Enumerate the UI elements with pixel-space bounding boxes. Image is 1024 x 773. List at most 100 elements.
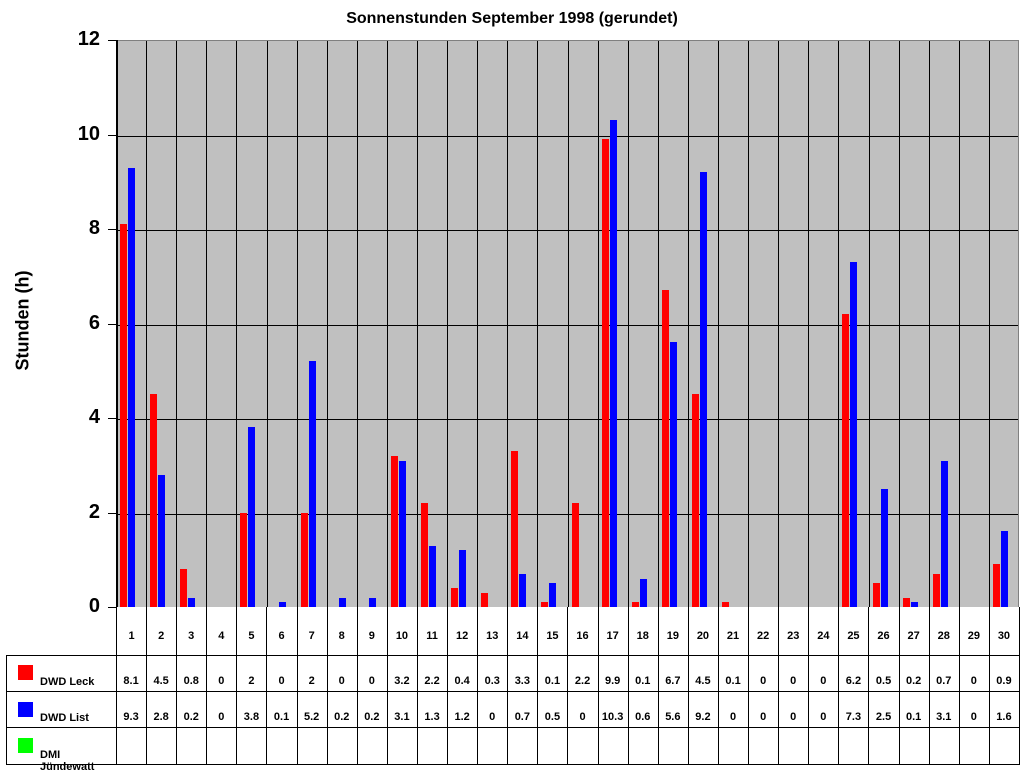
table-value-cell: 0.4 (447, 655, 479, 692)
table-value-cell: 2 (236, 655, 268, 692)
gridline-vertical (898, 41, 900, 607)
table-value-cell: 10.3 (597, 692, 629, 728)
bar-dwd-leck-day-17 (601, 139, 609, 607)
gridline-vertical (507, 41, 509, 607)
gridline-vertical (356, 41, 358, 607)
category-label: 28 (929, 607, 960, 655)
table-value-cell: 5.6 (657, 692, 689, 728)
gridline-vertical (838, 41, 840, 607)
table-value-cell (146, 728, 178, 765)
bar-dwd-list-day-10 (398, 460, 406, 607)
category-label: 30 (989, 607, 1020, 655)
table-value-cell (657, 728, 689, 765)
bar-dwd-list-day-28 (940, 460, 948, 607)
bar-dwd-list-day-5 (248, 427, 256, 607)
table-value-cell (296, 728, 328, 765)
bar-dwd-list-day-15 (549, 583, 557, 607)
y-axis-line (116, 40, 118, 607)
table-value-cell (808, 728, 840, 765)
bar-dwd-list-day-11 (429, 545, 436, 607)
table-value-cell: 7.3 (838, 692, 870, 728)
table-value-cell: 0.3 (477, 655, 509, 692)
legend-label: DWD List (40, 712, 89, 724)
category-label: 12 (447, 607, 479, 655)
legend-label: DWD Leck (40, 676, 95, 688)
legend-swatch (18, 702, 33, 717)
bar-dwd-list-day-26 (880, 488, 888, 607)
category-label: 14 (507, 607, 539, 655)
gridline-vertical (447, 41, 449, 607)
table-value-cell: 0.1 (537, 655, 569, 692)
table-value-cell (206, 728, 238, 765)
bar-dwd-list-day-6 (278, 602, 286, 607)
table-value-cell (597, 728, 629, 765)
bar-dwd-list-day-20 (699, 172, 707, 607)
table-value-cell: 0 (356, 655, 388, 692)
table-value-cell: 9.3 (116, 692, 148, 728)
category-label: 22 (748, 607, 780, 655)
bar-dwd-leck-day-5 (240, 512, 248, 607)
table-value-cell: 2.8 (146, 692, 178, 728)
table-value-cell: 6.2 (838, 655, 870, 692)
category-label: 23 (778, 607, 810, 655)
table-value-cell (567, 728, 599, 765)
gridline-horizontal (116, 230, 1018, 231)
table-value-cell: 0.1 (627, 655, 659, 692)
table-value-cell: 2.2 (567, 655, 599, 692)
category-label: 7 (297, 607, 328, 655)
table-value-cell: 3.2 (386, 655, 418, 692)
table-value-cell: 0 (326, 655, 358, 692)
table-value-cell: 3.1 (386, 692, 418, 728)
bar-dwd-leck-day-25 (842, 314, 850, 607)
y-tick (108, 323, 116, 325)
gridline-vertical (718, 41, 719, 607)
y-tick (108, 134, 116, 136)
bar-dwd-leck-day-30 (992, 564, 1000, 607)
table-value-cell (718, 728, 750, 765)
category-label: 21 (718, 607, 750, 655)
table-value-cell: 0.6 (627, 692, 659, 728)
table-value-cell (477, 728, 509, 765)
category-label: 4 (206, 607, 238, 655)
y-tick (108, 607, 116, 608)
category-label: 24 (808, 607, 840, 655)
y-tick (108, 512, 116, 514)
table-value-cell: 0 (778, 692, 810, 728)
bar-dwd-list-day-7 (308, 361, 316, 607)
bar-dwd-leck-day-18 (631, 602, 639, 607)
table-value-cell: 2.2 (417, 655, 449, 692)
y-tick-label: 2 (88, 500, 100, 523)
y-tick (108, 229, 116, 230)
table-value-cell: 0.9 (988, 655, 1020, 692)
table-value-cell: 3.8 (236, 692, 268, 728)
table-value-cell (868, 728, 900, 765)
category-label: 2 (146, 607, 178, 655)
table-value-cell: 0 (266, 655, 298, 692)
bar-dwd-leck-day-7 (300, 512, 308, 607)
table-value-cell: 6.7 (657, 655, 689, 692)
category-label: 27 (899, 607, 930, 655)
bar-dwd-list-day-1 (128, 167, 135, 607)
table-value-cell: 0 (808, 692, 840, 728)
category-label: 25 (838, 607, 870, 655)
gridline-vertical (236, 41, 238, 607)
category-label: 18 (628, 607, 659, 655)
table-value-cell: 0 (567, 692, 599, 728)
category-label: 1 (116, 607, 148, 655)
table-value-cell: 0 (778, 655, 810, 692)
gridline-vertical (176, 41, 178, 607)
bar-dwd-list-day-12 (459, 550, 467, 607)
table-value-cell: 3.1 (928, 692, 960, 728)
table-value-cell (958, 728, 990, 765)
bar-dwd-leck-day-11 (421, 503, 428, 607)
gridline-vertical (326, 41, 328, 607)
category-label: 3 (176, 607, 208, 655)
table-value-cell: 0.2 (176, 692, 208, 728)
gridline-horizontal (116, 419, 1018, 420)
table-value-cell: 0.7 (507, 692, 539, 728)
category-label: 13 (477, 607, 509, 655)
table-value-cell: 9.9 (597, 655, 629, 692)
table-value-cell (236, 728, 268, 765)
bar-dwd-list-day-19 (669, 342, 677, 607)
gridline-vertical (687, 41, 689, 607)
